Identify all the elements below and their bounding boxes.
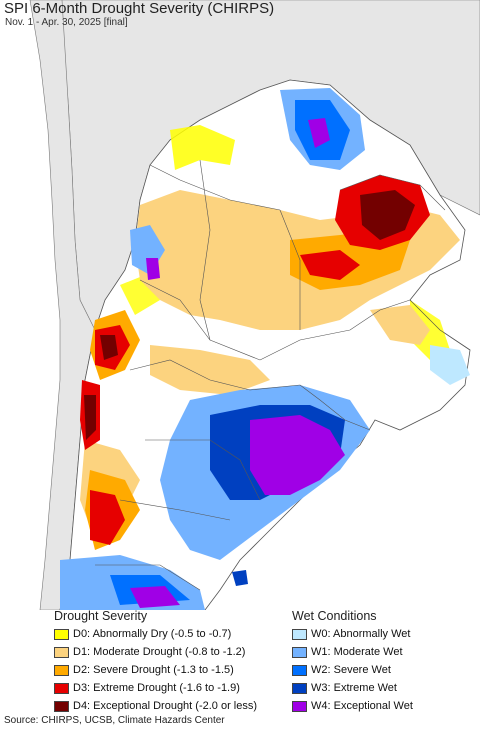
- d0-north: [170, 125, 235, 170]
- legend-w1: W1: Moderate Wet: [292, 645, 403, 659]
- legend-d0-label: D0: Abnormally Dry (-0.5 to -0.7): [73, 628, 232, 640]
- map-subtitle: Nov. 1 - Apr. 30, 2025 [final]: [5, 17, 128, 28]
- w1-east: [430, 345, 470, 385]
- legend-d2: D2: Severe Drought (-1.3 to -1.5): [54, 663, 234, 677]
- legend-w0: W0: Abnormally Wet: [292, 627, 410, 641]
- border-9: [95, 564, 201, 591]
- border-6: [129, 359, 301, 391]
- w4-far-south: [130, 586, 180, 608]
- chile-strip: [29, 0, 96, 610]
- w4-south: [250, 415, 345, 495]
- legend-d2-swatch: [54, 664, 69, 676]
- d3-southwest: [90, 490, 125, 545]
- legend-w3-label: W3: Extreme Wet: [311, 682, 397, 694]
- legend-w4-swatch: [292, 700, 307, 712]
- border-8: [119, 499, 231, 521]
- wet-legend-title: Wet Conditions: [292, 609, 377, 623]
- d4-northeast: [360, 190, 415, 240]
- border-7: [145, 439, 261, 501]
- legend-w2: W2: Severe Wet: [292, 663, 391, 677]
- w4-north: [308, 118, 330, 148]
- border-1: [149, 164, 281, 211]
- legend-d3-swatch: [54, 682, 69, 694]
- border-11: [409, 299, 471, 351]
- legend-d3-label: D3: Extreme Drought (-1.6 to -1.9): [73, 682, 240, 694]
- w3-island: [232, 570, 248, 586]
- drought-map: [29, 0, 480, 610]
- d4-west-strip: [84, 395, 96, 440]
- legend-d1-swatch: [54, 646, 69, 658]
- d1-east: [370, 305, 430, 345]
- border-4: [139, 279, 261, 361]
- legend-d3: D3: Extreme Drought (-1.6 to -1.9): [54, 681, 240, 695]
- border-3: [199, 159, 211, 341]
- border-2: [279, 209, 301, 330]
- legend-w1-swatch: [292, 646, 307, 658]
- drought-legend-title: Drought Severity: [54, 609, 148, 623]
- legend-w0-swatch: [292, 628, 307, 640]
- legend-w0-label: W0: Abnormally Wet: [311, 628, 411, 640]
- border-5: [259, 299, 411, 361]
- legend-d4-label: D4: Exceptional Drought (-2.0 or less): [73, 700, 258, 712]
- legend-d2-label: D2: Severe Drought (-1.3 to -1.5): [73, 664, 234, 676]
- legend: Drought Severity Wet Conditions D0: Abno…: [0, 609, 480, 712]
- legend-w2-swatch: [292, 664, 307, 676]
- d1-center: [150, 345, 270, 395]
- legend-d1-label: D1: Moderate Drought (-0.8 to -1.2): [73, 646, 246, 658]
- d3-north-mid: [300, 250, 360, 280]
- legend-w3-swatch: [292, 682, 307, 694]
- legend-w4-label: W4: Exceptional Wet: [311, 700, 413, 712]
- legend-w4: W4: Exceptional Wet: [292, 699, 413, 713]
- map-title: SPI 6-Month Drought Severity (CHIRPS): [4, 0, 275, 17]
- legend-d0: D0: Abnormally Dry (-0.5 to -0.7): [54, 627, 231, 641]
- legend-d0-swatch: [54, 628, 69, 640]
- legend-d4: D4: Exceptional Drought (-2.0 or less): [54, 699, 257, 713]
- legend-d4-swatch: [54, 700, 69, 712]
- w4-northwest: [146, 258, 160, 280]
- border-10: [339, 174, 446, 211]
- source-credit: Source: CHIRPS, UCSB, Climate Hazards Ce…: [4, 715, 225, 726]
- d4-west: [100, 335, 118, 360]
- legend-w1-label: W1: Moderate Wet: [311, 646, 403, 658]
- legend-w3: W3: Extreme Wet: [292, 681, 397, 695]
- legend-d1: D1: Moderate Drought (-0.8 to -1.2): [54, 645, 245, 659]
- legend-w2-label: W2: Severe Wet: [311, 664, 391, 676]
- border-12: [299, 384, 371, 431]
